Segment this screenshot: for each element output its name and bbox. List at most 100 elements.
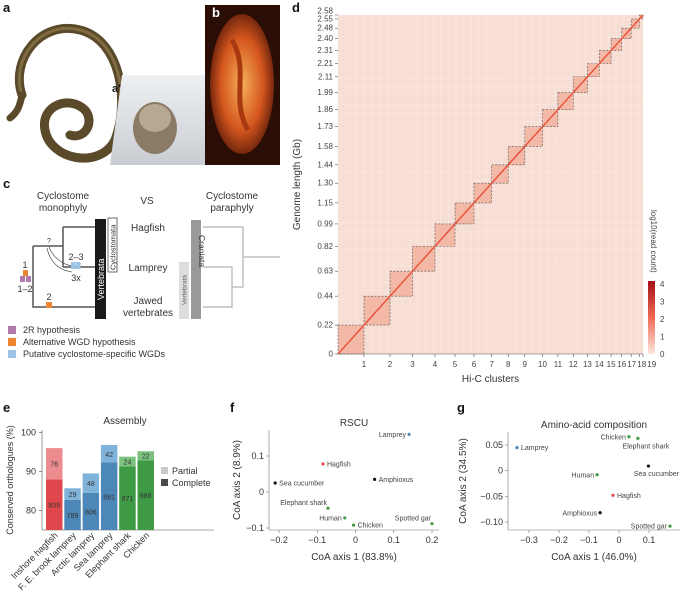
x-tick-label: 0.1	[643, 535, 656, 545]
y-tick-label: 2.55	[317, 14, 333, 23]
point-label: Amphioxus	[562, 510, 597, 517]
y-tick-label: 0.1	[251, 451, 264, 461]
data-point	[598, 511, 602, 515]
bar-complete	[64, 499, 81, 530]
hic-heatmap: 0 0.22 1 0.44 2 0.63 3 0.82 4 0.99 5 1.15 6 1.30 7 1.44…	[292, 6, 665, 385]
question-mark: ?	[47, 238, 51, 245]
point-label: Hagfish	[327, 461, 351, 468]
vertebrata-bar	[95, 219, 106, 319]
cyclostomata-box	[107, 217, 118, 273]
busco-bar-chart: Assembly 80 90 100 Conserved orthologues (%)…	[5, 416, 214, 592]
right-title-1: Cyclostome	[206, 191, 259, 202]
bar-partial-label: 22	[142, 454, 150, 461]
data-point	[627, 435, 631, 439]
y-tick-label: −0.10	[480, 517, 503, 527]
point-label: Elephant shark	[280, 500, 327, 507]
x-tick-label: 2	[388, 360, 393, 369]
y-tick-label: 100	[21, 428, 36, 438]
marker-3x-label: 3x	[71, 273, 81, 283]
panel-b-photo	[205, 5, 280, 165]
legend-label-alt-wgd: Alternative WGD hypothesis	[23, 337, 136, 347]
y-axis-label: CoA axis 2 (8.9%)	[232, 440, 243, 520]
x-tick-label: 0	[353, 535, 358, 545]
x-tick-label: 8	[506, 360, 511, 369]
vertebrata-right-label: Vertebrata	[182, 275, 189, 305]
point-label: Sea cucumber	[634, 471, 680, 478]
heatmap-diagonal	[337, 14, 644, 355]
data-point	[343, 516, 347, 520]
colorbar-tick-label: 4	[660, 280, 665, 289]
x-tick-label: 3	[410, 360, 415, 369]
bar-partial	[100, 444, 118, 463]
panel-letter-a: a	[3, 0, 11, 15]
right-title-2: paraphyly	[210, 203, 253, 214]
point-label: Lamprey	[379, 432, 407, 439]
legend-swatch	[161, 467, 168, 474]
y-tick-label: 0.63	[317, 267, 333, 276]
wgd-marker-1	[23, 270, 28, 276]
bar-partial-label: 76	[50, 462, 58, 469]
panel-a-prime-photo	[110, 75, 205, 165]
legend-label-cyclostome-wgd: Putative cyclostome-specific WGDs	[23, 349, 166, 359]
legend-swatch	[161, 479, 168, 486]
y-tick-label: 2.48	[317, 24, 333, 33]
y-tick-label: −0.1	[246, 523, 264, 533]
bar-partial	[46, 448, 63, 480]
x-tick-label: 1	[362, 360, 367, 369]
y-tick-label: 2.58	[317, 6, 333, 15]
x-tick-label: 18	[637, 360, 646, 369]
bar-partial-label: 24	[124, 460, 132, 467]
y-tick-label: 0.82	[317, 242, 333, 251]
x-tick-label: 7	[489, 360, 494, 369]
panel-c-legend: 2R hypothesis Alternative WGD hypothesis…	[8, 325, 166, 359]
legend-swatch-alt-wgd	[8, 338, 16, 346]
panel-letter-f: f	[230, 400, 235, 415]
panel-letter-e: e	[3, 400, 10, 415]
point-label: Chicken	[358, 523, 383, 530]
x-tick-label: 5	[453, 360, 458, 369]
data-point	[373, 477, 377, 481]
x-tick-label: 6	[472, 360, 477, 369]
y-tick-label: 0	[259, 487, 264, 497]
x-tick-label: 12	[569, 360, 578, 369]
data-point	[668, 524, 672, 528]
marker-2-3-label: 2–3	[68, 252, 83, 262]
data-point	[273, 481, 277, 485]
bar-complete-label: 806	[85, 509, 97, 516]
y-tick-label: 1.73	[317, 122, 333, 131]
panel-a-photo	[6, 24, 127, 163]
point-label: Spotted gar	[631, 524, 668, 531]
point-label: Elephant shark	[623, 443, 670, 450]
legend-label: Complete	[172, 478, 211, 488]
data-point	[430, 522, 434, 526]
2r-marker	[20, 276, 25, 282]
bar-complete	[119, 466, 136, 530]
cyclostomata-label: Cyclostomata	[109, 224, 118, 270]
bar-complete	[100, 462, 118, 530]
taxon-hagfish: Hagfish	[131, 223, 165, 234]
bar-partial-label: 29	[69, 492, 77, 499]
x-tick-label: 10	[538, 360, 547, 369]
y-tick-label: 0.22	[317, 321, 333, 330]
colorbar-tick-label: 2	[660, 315, 665, 324]
data-point	[611, 493, 615, 497]
bar-complete-label: 839	[48, 503, 60, 510]
y-tick-label: −0.05	[480, 491, 503, 501]
bar-partial	[119, 456, 136, 467]
y-tick-label: 80	[26, 506, 36, 516]
y-tick-label: 1.99	[317, 88, 333, 97]
data-point	[636, 436, 640, 440]
data-point	[646, 464, 651, 468]
wgd-marker-2	[46, 302, 52, 308]
panel-letter-b: b	[212, 5, 220, 20]
y-tick-label: 0	[329, 350, 334, 359]
y-tick-label: 90	[26, 467, 36, 477]
x-tick-label: 0.1	[387, 535, 400, 545]
marker-1-label: 1	[22, 260, 27, 270]
colorbar	[648, 281, 655, 354]
point-label: Human	[572, 472, 595, 479]
x-tick-label: 15	[607, 360, 616, 369]
y-axis-label: CoA axis 2 (34.5%)	[458, 438, 469, 524]
data-point	[351, 523, 356, 527]
